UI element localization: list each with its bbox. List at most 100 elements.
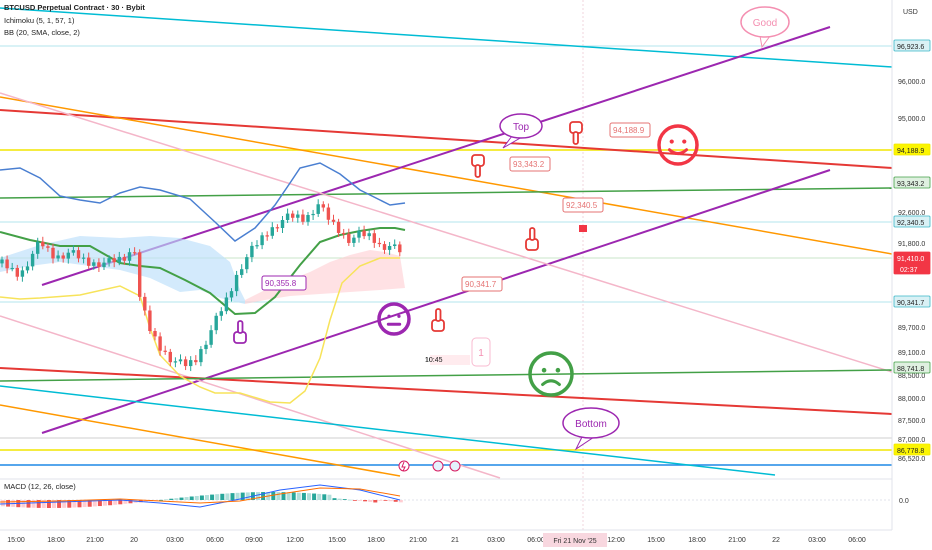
macd-bar	[184, 497, 189, 500]
candle-body	[51, 247, 55, 259]
macd-signal-line	[0, 487, 401, 504]
trend-line	[0, 187, 893, 199]
x-tick-label: 06:00	[527, 537, 545, 544]
candle-body	[76, 250, 81, 259]
macd-bar	[194, 495, 199, 500]
candle-body	[102, 262, 106, 268]
macd-bar	[317, 493, 322, 500]
candle-body	[280, 220, 285, 228]
candle-body	[362, 230, 366, 237]
macd-bar	[393, 500, 398, 502]
x-tick-label: 21	[451, 537, 459, 544]
macd-bar	[199, 495, 204, 500]
top-bubble-label: Top	[513, 122, 530, 133]
trend-line	[41, 169, 831, 434]
candle-body	[5, 259, 9, 269]
ichimoku-legend: Ichimoku (5, 1, 57, 1)	[4, 16, 75, 25]
candle-body	[97, 262, 101, 268]
top-bubble	[499, 113, 543, 139]
candle-body	[306, 215, 310, 222]
macd-bar	[276, 492, 281, 500]
price-tag	[893, 361, 931, 374]
good-bubble	[740, 6, 790, 38]
happy-face-icon-eye	[669, 139, 674, 144]
macd-bar	[225, 493, 230, 500]
neutral-face-icon-eye	[397, 314, 401, 318]
price-callout-box	[461, 276, 503, 292]
candle-body	[56, 255, 60, 259]
x-tick-label: 03:00	[487, 537, 505, 544]
candle-body	[183, 359, 188, 367]
y-tick-label: 91,800.0	[898, 241, 925, 248]
macd-bar	[352, 500, 357, 501]
plot-background	[0, 0, 892, 550]
candle-body	[393, 244, 397, 246]
hand-finger	[435, 308, 442, 322]
countdown-text: 10:45	[425, 357, 443, 364]
counter-label: 1	[478, 348, 484, 359]
y-tick-label: 95,000.0	[898, 116, 925, 123]
trend-line	[0, 109, 893, 169]
x-tick-label: 20	[130, 537, 138, 544]
x-tick-label: 22	[772, 537, 780, 544]
price-callout-box	[609, 122, 651, 138]
macd-bar	[118, 500, 123, 505]
macd-bar	[77, 500, 82, 508]
upset-face-icon-eye	[541, 367, 547, 373]
macd-bar	[174, 498, 179, 500]
trend-line	[0, 367, 893, 415]
candle-body	[342, 232, 346, 235]
candle-body	[398, 244, 402, 253]
macd-bar	[286, 492, 291, 500]
happy-face-icon	[657, 124, 699, 166]
hand-up-icon	[431, 308, 445, 332]
x-tick-label: 18:00	[367, 537, 385, 544]
macd-bar	[36, 500, 41, 508]
candle-body	[194, 360, 198, 363]
candle-body	[224, 297, 229, 312]
candle-body	[71, 250, 76, 253]
candle-body	[46, 246, 50, 248]
macd-bar	[67, 500, 72, 508]
candle-body	[158, 336, 162, 351]
candle-body	[25, 266, 30, 271]
candle-body	[87, 257, 91, 266]
hand-finger	[474, 164, 481, 178]
x-tick-label: 09:00	[245, 537, 263, 544]
candle-body	[311, 213, 315, 216]
macd-bar	[62, 500, 67, 508]
macd-bar	[57, 500, 62, 508]
candle-body	[270, 227, 274, 236]
happy-face-icon-eye	[682, 139, 687, 144]
y-tick-label: 88,000.0	[898, 396, 925, 403]
macd-bar	[41, 500, 46, 508]
candle-body	[66, 252, 70, 259]
candle-body	[209, 330, 213, 345]
candle-body	[296, 214, 300, 218]
macd-bar	[235, 492, 240, 500]
candle-body	[10, 267, 14, 270]
candle-body	[265, 235, 269, 237]
macd-bar	[87, 500, 92, 507]
candle-body	[178, 359, 183, 362]
price-callout-label: 92,340.5	[566, 201, 598, 210]
candle-body	[275, 227, 280, 229]
candle-body	[107, 258, 111, 263]
x-tick-label: 06:00	[848, 537, 866, 544]
candle-body	[352, 237, 356, 243]
macd-bar	[261, 492, 266, 500]
candle-body	[285, 213, 290, 220]
happy-face-icon-mouth	[667, 148, 689, 156]
price-tag-label: 91,410.0	[897, 256, 924, 263]
macd-bar	[103, 500, 107, 506]
candle-body	[316, 204, 320, 214]
price-tag	[893, 143, 931, 156]
price-tag	[893, 295, 931, 308]
price-tag-label: 92,340.5	[897, 220, 924, 227]
candle-body	[143, 296, 147, 311]
macd-bar	[301, 492, 306, 500]
candle-body	[92, 262, 96, 266]
bottom-bubble-label: Bottom	[575, 419, 607, 430]
macd-bar	[128, 500, 133, 504]
